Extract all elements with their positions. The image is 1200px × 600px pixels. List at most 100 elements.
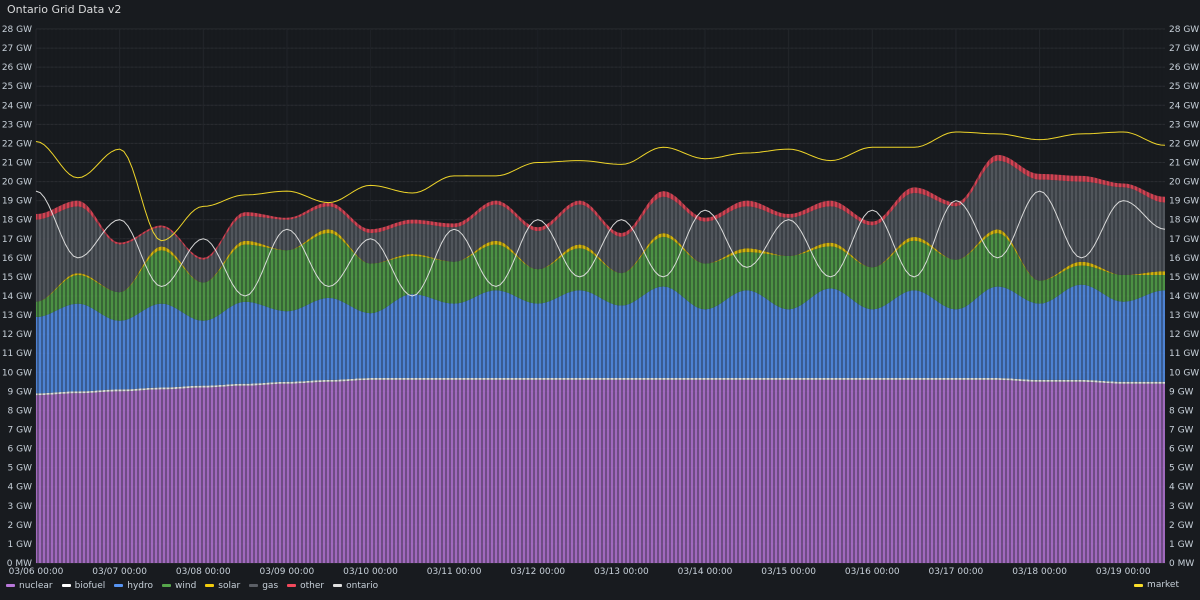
y-tick-label: 13 GW (1169, 311, 1199, 321)
y-tick-label: 17 GW (2, 235, 32, 245)
legend-item-market[interactable]: market (1134, 580, 1179, 590)
y-tick-label: 23 GW (2, 120, 32, 130)
y-tick-label: 16 GW (2, 254, 32, 264)
legend-item-nuclear[interactable]: nuclear (6, 581, 53, 591)
legend-label: solar (218, 580, 241, 591)
legend-item-hydro[interactable]: hydro (114, 581, 153, 591)
y-tick-label: 27 GW (1169, 44, 1199, 54)
y-axis-right: 0 MW 1 GW 2 GW 3 GW 4 GW 5 GW 6 GW 7 GW 8 GW 9 GW… (1169, 25, 1199, 569)
legend-swatch (1134, 583, 1144, 587)
x-axis: 03/06 00:00 03/07 00:00 03/08 00:00 03/09 0… (9, 567, 1151, 577)
bar-hatching (37, 29, 1163, 563)
y-tick-label: 22 GW (1169, 139, 1199, 149)
y-tick-label: 13 GW (2, 311, 32, 321)
legend-swatch (114, 584, 124, 587)
y-tick-label: 8 GW (8, 406, 33, 416)
legend-item-biofuel[interactable]: biofuel (61, 580, 106, 591)
y-tick-label: 7 GW (8, 426, 33, 436)
y-tick-label: 15 GW (1169, 273, 1199, 283)
y-tick-label: 12 GW (2, 330, 32, 340)
y-tick-label: 19 GW (2, 197, 32, 207)
y-tick-label: 3 GW (8, 502, 33, 512)
y-tick-label: 22 GW (2, 139, 32, 149)
y-tick-label: 4 GW (1169, 483, 1194, 493)
legend-label: hydro (127, 580, 154, 591)
x-tick-label: 03/07 00:00 (92, 567, 147, 577)
legend-label: ontario (346, 580, 379, 591)
y-tick-label: 11 GW (1169, 349, 1199, 359)
y-tick-label: 18 GW (2, 216, 32, 226)
x-tick-label: 03/06 00:00 (9, 567, 64, 577)
x-tick-label: 03/14 00:00 (678, 567, 733, 577)
x-tick-label: 03/18 00:00 (1012, 567, 1067, 577)
y-tick-label: 20 GW (2, 178, 32, 188)
y-tick-label: 4 GW (8, 483, 33, 493)
legend-item-other[interactable]: other (287, 581, 324, 591)
y-tick-label: 11 GW (2, 349, 32, 359)
x-tick-label: 03/13 00:00 (594, 567, 649, 577)
series-line-market (35, 131, 1166, 242)
y-tick-label: 24 GW (1169, 101, 1199, 111)
legend-label: market (1147, 580, 1179, 590)
legend-item-solar[interactable]: solar (205, 581, 240, 591)
x-tick-label: 03/16 00:00 (845, 567, 900, 577)
legend-label: wind (175, 580, 197, 591)
legend: nuclear biofuel hydro wind solar gas other onta… (6, 580, 1194, 594)
y-tick-label: 14 GW (2, 292, 32, 302)
y-tick-label: 3 GW (1169, 502, 1194, 512)
y-tick-label: 5 GW (1169, 464, 1194, 474)
legend-swatch (287, 584, 297, 587)
y-tick-label: 1 GW (1169, 540, 1194, 550)
x-tick-label: 03/08 00:00 (176, 567, 231, 577)
y-tick-label: 26 GW (1169, 63, 1199, 73)
y-tick-label: 10 GW (1169, 368, 1199, 378)
legend-swatch (6, 584, 15, 587)
legend-item-gas[interactable]: gas (249, 581, 278, 591)
y-tick-label: 0 MW (7, 559, 32, 569)
y-tick-label: 15 GW (2, 273, 32, 283)
legend-label: biofuel (74, 580, 106, 591)
legend-label: nuclear (19, 580, 53, 591)
y-tick-label: 27 GW (2, 44, 32, 54)
y-tick-label: 17 GW (1169, 235, 1199, 245)
y-tick-label: 6 GW (1169, 445, 1194, 455)
y-tick-label: 2 GW (8, 521, 33, 531)
legend-item-wind[interactable]: wind (162, 581, 196, 591)
x-tick-label: 03/11 00:00 (427, 567, 482, 577)
legend-swatch (333, 584, 343, 587)
y-tick-label: 25 GW (1169, 82, 1199, 92)
y-tick-label: 2 GW (1169, 521, 1194, 531)
y-tick-label: 16 GW (1169, 254, 1199, 264)
y-tick-label: 21 GW (2, 159, 32, 169)
y-tick-label: 5 GW (8, 464, 33, 474)
y-axis-left: 0 MW 1 GW 2 GW 3 GW 4 GW 5 GW 6 GW 7 GW 8 GW 9 GW… (2, 25, 32, 569)
x-tick-label: 03/15 00:00 (761, 567, 816, 577)
x-tick-label: 03/10 00:00 (343, 567, 398, 577)
series-area-gas (36, 160, 1165, 302)
y-tick-label: 9 GW (8, 387, 33, 397)
y-tick-label: 12 GW (1169, 330, 1199, 340)
y-tick-label: 23 GW (1169, 120, 1199, 130)
x-tick-label: 03/19 00:00 (1096, 567, 1151, 577)
y-tick-label: 25 GW (2, 82, 32, 92)
y-tick-label: 24 GW (2, 101, 32, 111)
y-tick-label: 9 GW (1169, 387, 1194, 397)
y-tick-label: 21 GW (1169, 159, 1199, 169)
y-tick-label: 1 GW (8, 540, 33, 550)
y-tick-label: 18 GW (1169, 216, 1199, 226)
legend-item-ontario[interactable]: ontario (333, 581, 378, 591)
legend-items: nuclear biofuel hydro wind solar gas other onta… (6, 580, 387, 591)
y-tick-label: 14 GW (1169, 292, 1199, 302)
x-tick-label: 03/12 00:00 (510, 567, 565, 577)
panel-title: Ontario Grid Data v2 (7, 3, 122, 16)
legend-label: gas (262, 580, 279, 591)
x-tick-label: 03/09 00:00 (260, 567, 315, 577)
legend-swatch (162, 584, 172, 587)
legend-swatch (205, 584, 215, 587)
legend-swatch (61, 584, 71, 587)
y-tick-label: 0 MW (1169, 559, 1194, 569)
overlay-lines (35, 131, 1166, 297)
y-tick-label: 20 GW (1169, 178, 1199, 188)
y-tick-label: 7 GW (1169, 426, 1194, 436)
x-tick-label: 03/17 00:00 (929, 567, 984, 577)
